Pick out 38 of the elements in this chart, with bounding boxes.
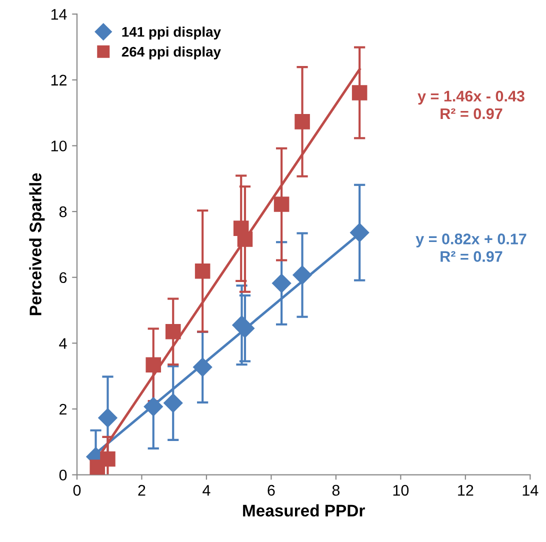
- point: [350, 223, 370, 242]
- point: [98, 408, 118, 428]
- point: [294, 114, 310, 130]
- point: [352, 85, 368, 100]
- x-tick-label: 2: [138, 484, 146, 496]
- y-tick-label: 0: [59, 470, 67, 480]
- point: [235, 318, 255, 338]
- point: [144, 397, 163, 416]
- x-tick-label: 6: [268, 484, 275, 496]
- y-tick-label: 4: [59, 338, 67, 349]
- y-tick-label: 14: [51, 9, 67, 20]
- y-tick-label: 10: [51, 140, 67, 152]
- point: [165, 324, 181, 340]
- x-tick-label: 4: [202, 485, 210, 496]
- point: [237, 232, 253, 247]
- point: [272, 274, 292, 293]
- annotation: y = 0.82x + 0.17 R² = 0.97: [416, 234, 526, 262]
- legend-label: 264 ppi display: [122, 46, 221, 60]
- x-tick-label: 0: [73, 484, 81, 496]
- point: [164, 394, 183, 413]
- point: [194, 263, 210, 279]
- point: [292, 266, 312, 285]
- y-tick-label: 12: [51, 74, 66, 86]
- y-tick-label: 6: [60, 272, 67, 284]
- x-tick-label: 14: [522, 485, 538, 496]
- y-axis-title: Perceived Sparkle: [29, 173, 45, 316]
- x-tick-label: 12: [458, 484, 474, 496]
- x-tick-label: 8: [332, 484, 340, 496]
- point: [193, 358, 212, 377]
- annotation: y = 1.46x - 0.43 R² = 0.97: [418, 90, 524, 120]
- x-tick-label: 10: [393, 484, 409, 496]
- legend-label: 141 ppi display: [122, 26, 221, 40]
- y-tick-label: 2: [60, 404, 66, 415]
- x-axis-title: Measured PPDr: [243, 504, 365, 517]
- point: [100, 451, 116, 467]
- point: [146, 357, 162, 373]
- y-tick-label: 8: [59, 206, 67, 218]
- point: [274, 196, 290, 212]
